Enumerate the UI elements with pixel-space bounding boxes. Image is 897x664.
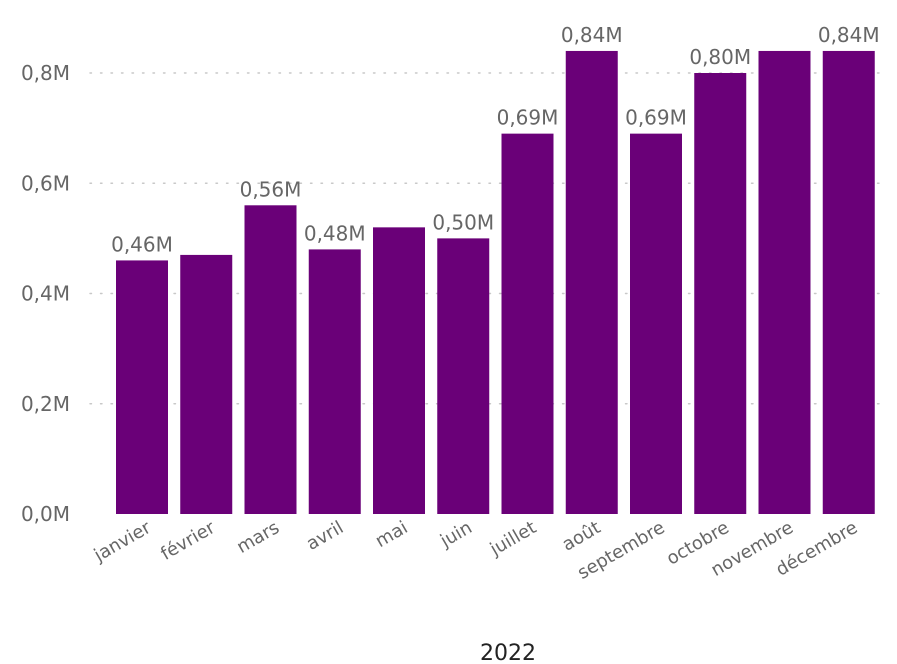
data-label: 0,69M: [497, 106, 559, 130]
y-tick-label: 0,6M: [21, 171, 70, 195]
bar: [822, 50, 875, 514]
x-tick-label: mars: [233, 517, 283, 558]
data-label: 0,69M: [625, 106, 687, 130]
gridlines: [89, 72, 886, 405]
x-tick-label: juin: [436, 517, 476, 552]
data-label: 0,50M: [432, 210, 494, 234]
bar: [373, 227, 425, 514]
x-axis-ticks: janvier février mars avril mai juin juillet aoû…: [90, 517, 861, 584]
data-label: 0,84M: [818, 23, 880, 47]
x-axis-title: 2022: [480, 641, 536, 664]
x-tick-label: février: [157, 517, 219, 565]
bar: [565, 50, 618, 514]
y-tick-label: 0,4M: [21, 282, 70, 306]
x-tick-label: janvier: [90, 517, 155, 567]
x-tick-label: avril: [303, 517, 347, 555]
bar: [501, 133, 554, 514]
x-tick-label: août: [559, 517, 605, 555]
y-tick-label: 0,2M: [21, 392, 70, 416]
bar: [244, 205, 297, 515]
y-axis-ticks: 0,0M 0,2M 0,4M 0,6M 0,8M: [21, 61, 70, 526]
x-tick-label: mai: [372, 517, 412, 552]
bar: [694, 73, 747, 514]
data-label: 0,56M: [240, 177, 302, 201]
data-label: 0,84M: [561, 23, 623, 47]
y-tick-label: 0,0M: [21, 502, 70, 526]
bar: [630, 133, 682, 514]
y-tick-label: 0,8M: [21, 61, 70, 85]
data-label: 0,48M: [304, 221, 366, 245]
bar: [180, 254, 233, 514]
bar: [437, 238, 490, 514]
bar: [116, 260, 168, 514]
x-tick-label: juillet: [486, 517, 540, 560]
data-label: 0,46M: [111, 232, 173, 256]
bar: [758, 50, 811, 514]
data-label: 0,80M: [689, 45, 751, 69]
bars: [116, 50, 875, 515]
bar: [308, 249, 361, 514]
